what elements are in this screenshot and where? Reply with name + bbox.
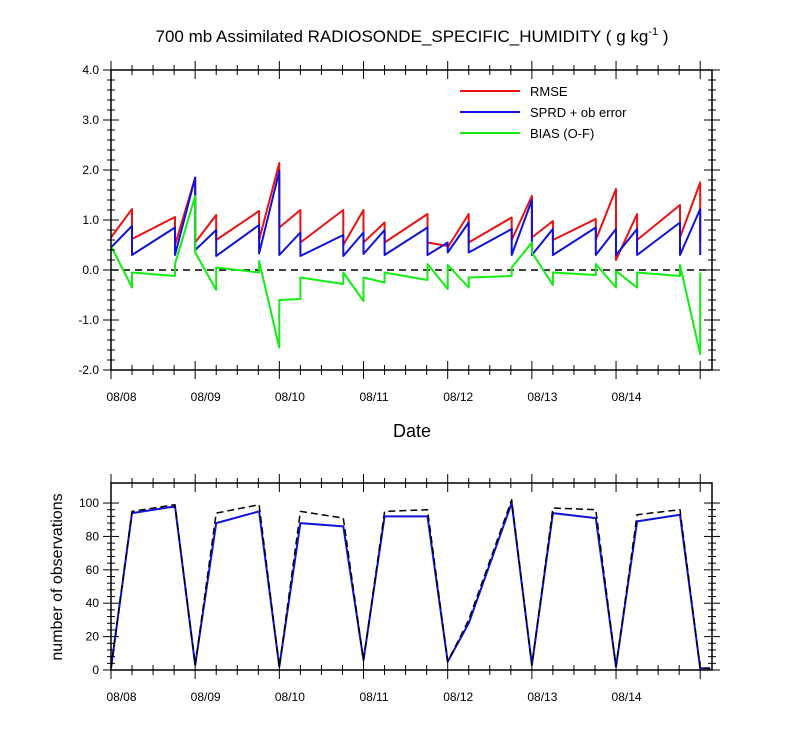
bottom-plot-area [110,498,711,670]
x-tick-label: 08/13 [527,390,557,404]
top-axes: -2.0 -1.0 0.0 1.0 2.0 3.0 4.0 08/08 08/09 08/10 08… [78,61,720,404]
x-tick-label: 08/09 [191,390,221,404]
y-tick-label: 0.0 [82,263,99,277]
bottom-frame [110,482,713,671]
y-tick-label: 40 [86,596,100,610]
y-axis-label: number of observations [49,493,66,660]
series-obs-used [110,502,711,670]
y-tick-label: 20 [86,630,100,644]
x-tick-label: 08/09 [191,690,221,704]
x-axis-label: Date [393,421,431,441]
y-tick-label: 0 [92,663,99,677]
y-tick-label: 4.0 [82,63,99,77]
x-tick-label: 08/08 [107,390,137,404]
y-tick-label: -1.0 [78,313,99,327]
top-panel: -2.0 -1.0 0.0 1.0 2.0 3.0 4.0 08/08 08/09 08/10 08… [78,61,720,441]
chart-title: 700 mb Assimilated RADIOSONDE_SPECIFIC_H… [156,26,669,46]
title-close: ) [658,27,668,46]
x-tick-label: 08/11 [359,690,388,704]
y-tick-label: 60 [86,563,100,577]
x-tick-label: 08/08 [107,690,137,704]
x-tick-label: 08/10 [275,390,305,404]
top-plot-area [110,162,712,355]
y-tick-label: 1.0 [82,213,99,227]
x-tick-label: 08/13 [527,690,557,704]
y-tick-label: 80 [86,529,100,543]
title-superscript: -1 [648,26,658,38]
x-tick-label: 08/12 [443,690,473,704]
series-bias [110,195,702,355]
series-sprd [110,170,702,257]
legend: RMSE SPRD + ob error BIAS (O-F) [460,84,627,141]
x-tick-label: 08/10 [275,690,305,704]
x-tick-label: 08/12 [443,390,473,404]
legend-label-rmse: RMSE [530,84,568,99]
y-tick-label: 2.0 [82,163,99,177]
bottom-panel: 0 20 40 60 80 100 08/08 08/09 08/10 08/11 08/12 08/… [49,474,720,704]
y-tick-label: 100 [79,496,99,510]
series-obs-possible [110,498,711,670]
y-tick-label: 3.0 [82,113,99,127]
x-tick-label: 08/14 [612,690,642,704]
x-tick-label: 08/14 [612,390,642,404]
x-tick-label: 08/11 [359,390,388,404]
legend-label-sprd: SPRD + ob error [530,105,627,120]
y-tick-label: -2.0 [78,363,99,377]
title-main: 700 mb Assimilated RADIOSONDE_SPECIFIC_H… [156,27,649,46]
top-frame [110,69,713,371]
legend-label-bias: BIAS (O-F) [530,126,594,141]
series-rmse [110,162,702,261]
